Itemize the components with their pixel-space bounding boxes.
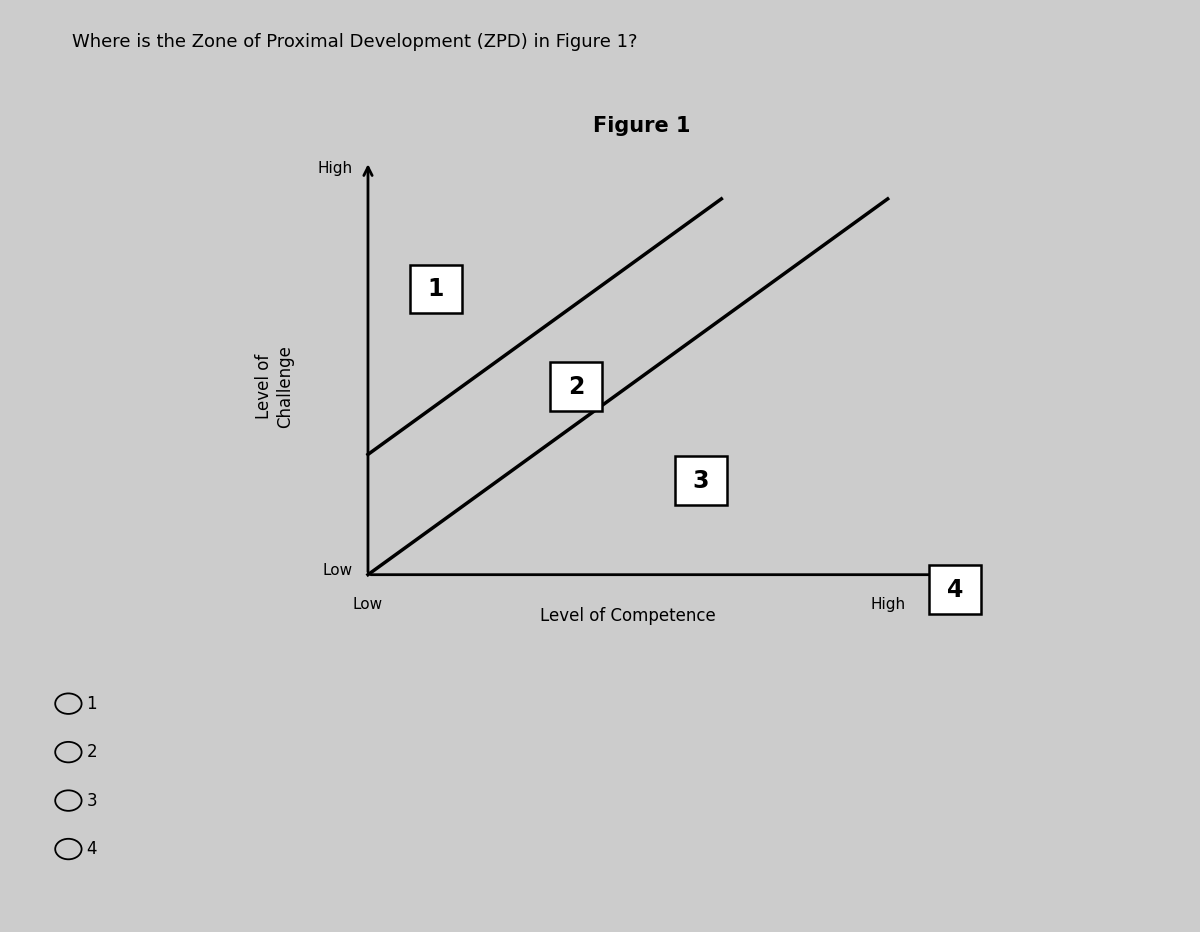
FancyBboxPatch shape xyxy=(550,363,602,411)
Text: 3: 3 xyxy=(692,469,709,493)
Text: High: High xyxy=(870,597,905,612)
Text: High: High xyxy=(317,161,353,176)
Text: Low: Low xyxy=(323,564,353,579)
Text: Level of
Challenge: Level of Challenge xyxy=(256,346,294,428)
Text: Where is the Zone of Proximal Development (ZPD) in Figure 1?: Where is the Zone of Proximal Developmen… xyxy=(72,33,637,50)
Text: 4: 4 xyxy=(947,578,964,602)
Text: 2: 2 xyxy=(568,375,584,399)
Text: 3: 3 xyxy=(86,791,97,810)
Text: Figure 1: Figure 1 xyxy=(593,116,691,136)
FancyBboxPatch shape xyxy=(929,566,982,614)
Text: 1: 1 xyxy=(86,694,97,713)
Text: 4: 4 xyxy=(86,840,97,858)
Text: 2: 2 xyxy=(86,743,97,761)
FancyBboxPatch shape xyxy=(674,457,726,505)
Text: Low: Low xyxy=(353,597,383,612)
Text: Level of Competence: Level of Competence xyxy=(540,607,715,624)
Text: 1: 1 xyxy=(427,277,444,301)
FancyBboxPatch shape xyxy=(409,265,462,313)
